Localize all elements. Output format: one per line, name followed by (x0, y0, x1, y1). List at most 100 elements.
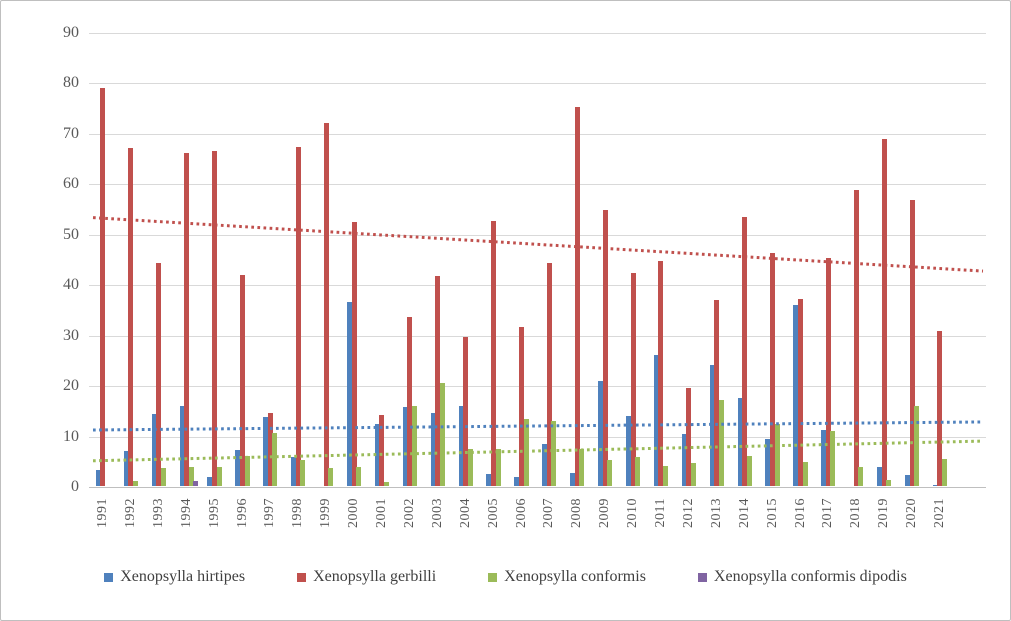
x-axis-tick-label: 1995 (206, 498, 222, 528)
legend-label: Xenopsylla hirtipes (120, 568, 246, 585)
bar (942, 458, 947, 486)
bar (291, 456, 297, 486)
bar (239, 275, 245, 486)
bar (574, 106, 580, 486)
bar (607, 459, 613, 486)
bar (542, 444, 548, 486)
bar (598, 381, 603, 486)
bar (95, 469, 101, 486)
bar (830, 431, 836, 486)
bar (937, 330, 943, 486)
x-axis-tick-label: 2003 (429, 498, 445, 528)
x-axis-tick-label: 1991 (95, 498, 110, 528)
x-axis-tick-label: 2015 (764, 498, 780, 528)
x-axis-tick-label: 2001 (374, 498, 389, 528)
legend-item: Xenopsylla hirtipes (104, 568, 245, 586)
bar (123, 450, 129, 486)
trendline (92, 439, 984, 463)
gridline (89, 234, 986, 236)
y-axis-tick-label: 60 (63, 175, 79, 193)
gridline (89, 33, 986, 34)
x-axis-tick-label: 2010 (625, 498, 641, 528)
bar (346, 302, 352, 486)
y-axis-tick-label: 20 (63, 377, 79, 395)
bar (853, 190, 859, 486)
bar (188, 466, 194, 486)
bar (184, 153, 190, 486)
legend-item: Xenopsylla gerbilli (297, 568, 436, 586)
bar (486, 474, 492, 486)
gridline (89, 386, 986, 388)
bar (793, 304, 799, 486)
y-axis-tick-label: 80 (63, 74, 79, 92)
gridline (89, 184, 986, 186)
x-axis-tick-label: 1992 (122, 498, 138, 528)
bar (491, 221, 496, 486)
bar (439, 383, 445, 486)
bar (825, 257, 831, 486)
y-axis-tick-label: 50 (63, 225, 79, 243)
bar (932, 484, 938, 486)
bar (523, 419, 529, 486)
bar (156, 262, 162, 486)
bar (886, 479, 892, 486)
y-axis-tick-label: 40 (63, 276, 79, 294)
bar (718, 400, 724, 486)
bar (858, 466, 864, 486)
bar (686, 387, 692, 486)
bar (546, 263, 552, 486)
bar (746, 456, 752, 486)
bar (435, 275, 441, 486)
y-axis-tick-label: 0 (71, 478, 79, 495)
gridline (89, 133, 986, 135)
legend-marker-icon (297, 572, 307, 582)
bar (602, 210, 608, 486)
bar (802, 462, 808, 486)
bar (714, 299, 720, 486)
bar (323, 122, 329, 486)
x-axis-tick-label: 1996 (234, 498, 250, 528)
bar (770, 252, 775, 486)
x-axis-tick-label: 2005 (485, 498, 501, 528)
bar (244, 455, 250, 486)
legend-label: Xenopsylla conformis dipodis (713, 568, 907, 585)
bar (351, 222, 357, 486)
bar (877, 467, 882, 486)
bar (551, 420, 557, 486)
gridline (89, 335, 986, 337)
legend-item: Xenopsylla conformis (488, 568, 646, 586)
bar (765, 438, 771, 486)
x-axis-tick-label: 2016 (792, 498, 808, 528)
bar (295, 146, 301, 486)
bar (514, 477, 520, 486)
bar (635, 456, 641, 486)
bar (630, 272, 636, 486)
bar (272, 432, 278, 486)
x-axis-tick-label: 2014 (736, 498, 752, 528)
bar (384, 482, 389, 486)
bar (909, 199, 915, 486)
bar (579, 449, 585, 486)
bar (495, 449, 501, 486)
x-axis-tick-label: 2012 (680, 498, 696, 528)
bar (411, 405, 417, 486)
x-axis-tick-label: 2007 (541, 498, 557, 528)
bar (797, 298, 803, 486)
bar (570, 472, 576, 486)
bar (914, 406, 920, 486)
legend-marker-icon (104, 572, 114, 582)
x-axis-tick-label: 1998 (290, 498, 306, 528)
legend-marker-icon (488, 572, 498, 582)
x-axis-tick-label: 2006 (513, 498, 529, 528)
bar (463, 337, 469, 486)
bar (128, 148, 134, 486)
x-axis-tick-label: 2011 (653, 498, 668, 528)
legend-item: Xenopsylla conformis dipodis (697, 568, 907, 586)
bar (881, 138, 887, 486)
x-axis-tick-label: 2021 (932, 498, 947, 528)
trendline (92, 216, 984, 273)
bar (328, 468, 334, 486)
bar (658, 261, 664, 486)
bar (207, 476, 213, 486)
